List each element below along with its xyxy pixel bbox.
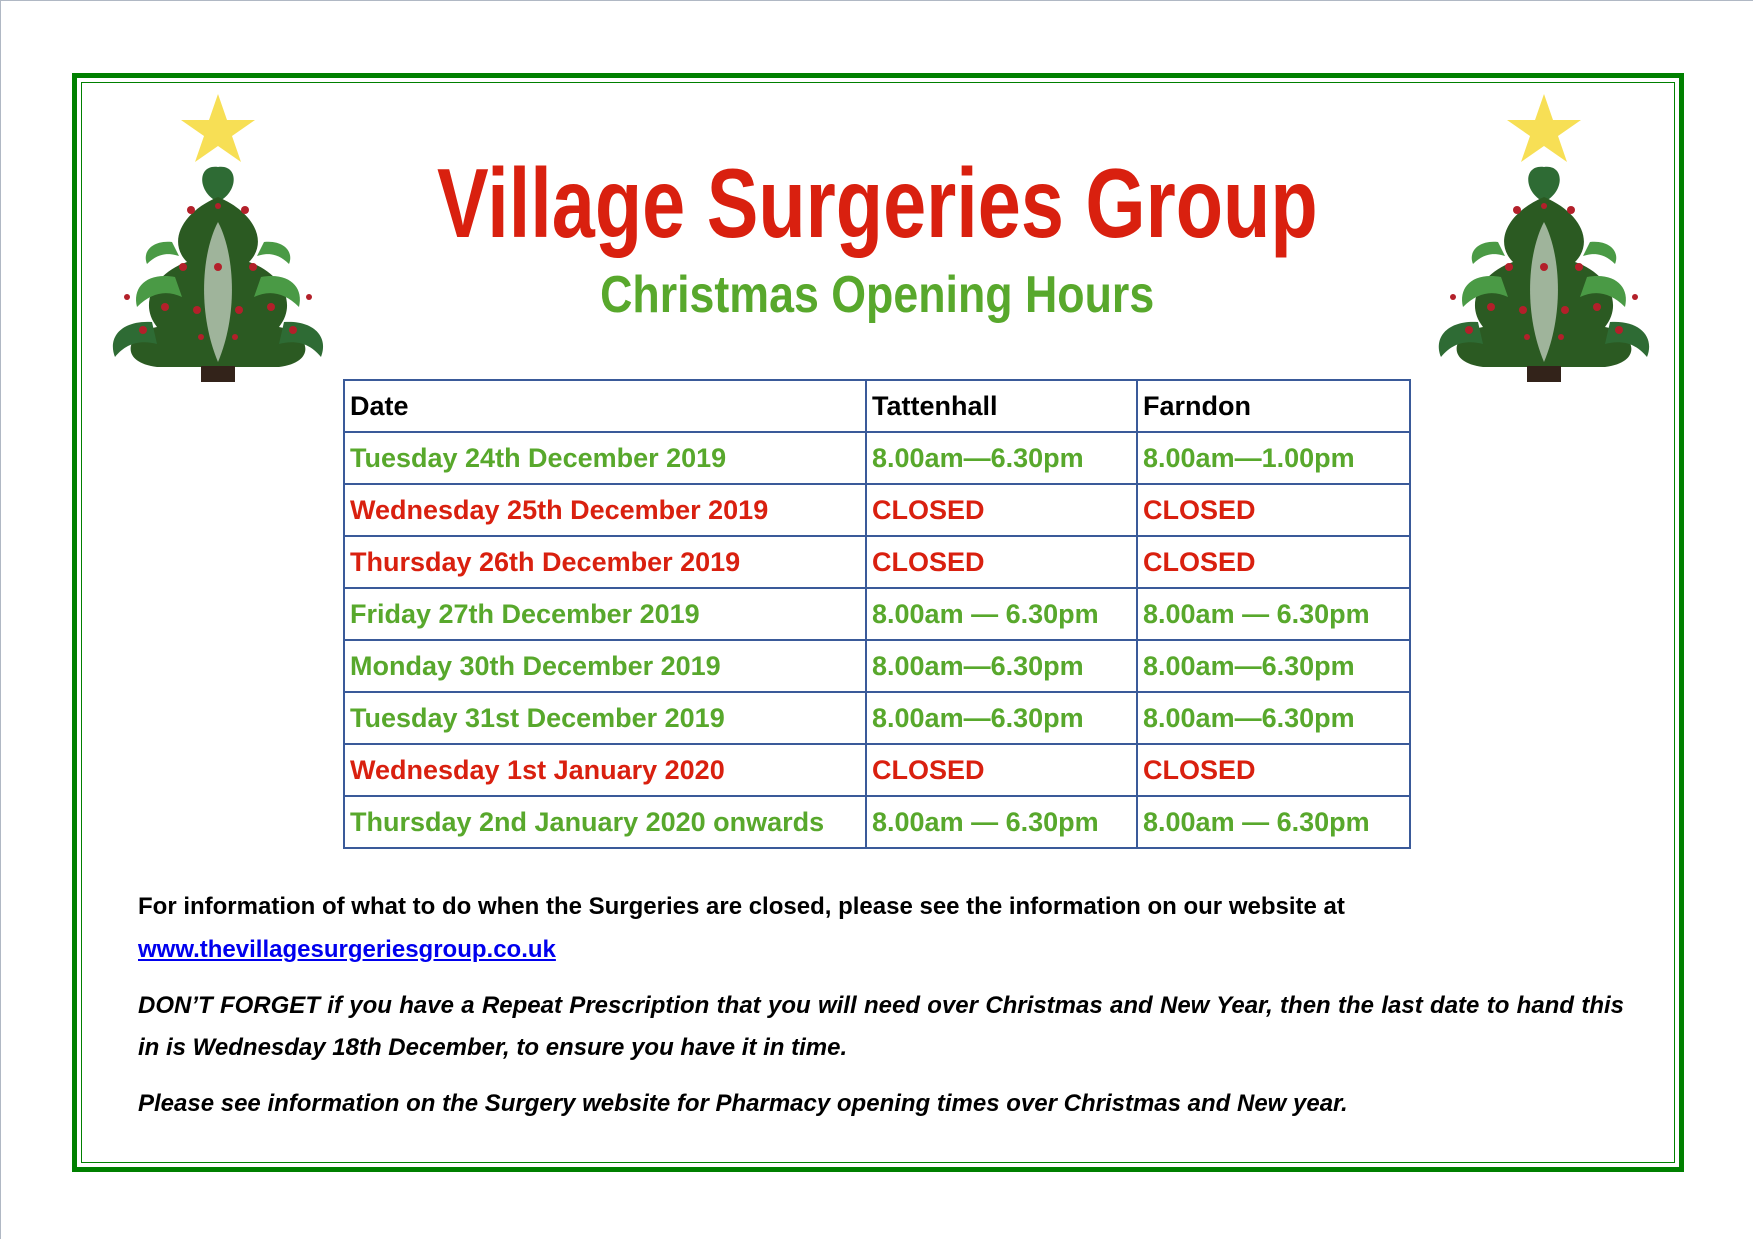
date-cell: Thursday 26th December 2019: [343, 535, 867, 589]
table-header-row: Date Tattenhall Farndon: [343, 379, 1411, 433]
column-header-date: Date: [343, 379, 867, 433]
date-cell: Friday 27th December 2019: [343, 587, 867, 641]
tattenhall-hours-cell: CLOSED: [865, 743, 1138, 797]
repeat-prescription-reminder: DON’T FORGET if you have a Repeat Prescr…: [138, 992, 1624, 1061]
date-cell: Thursday 2nd January 2020 onwards: [343, 795, 867, 849]
date-cell: Tuesday 24th December 2019: [343, 431, 867, 485]
table-row: Wednesday 1st January 2020 CLOSED CLOSED: [343, 743, 1411, 797]
tattenhall-hours-cell: 8.00am — 6.30pm: [865, 795, 1138, 849]
tattenhall-hours-cell: 8.00am—6.30pm: [865, 691, 1138, 745]
opening-hours-table: Date Tattenhall Farndon Tuesday 24th Dec…: [343, 379, 1411, 849]
closed-info-text: For information of what to do when the S…: [138, 893, 1345, 920]
date-cell: Wednesday 25th December 2019: [343, 483, 867, 537]
tattenhall-hours-cell: 8.00am—6.30pm: [865, 639, 1138, 693]
tattenhall-hours-cell: 8.00am — 6.30pm: [865, 587, 1138, 641]
farndon-hours-cell: CLOSED: [1136, 535, 1411, 589]
table-row: Monday 30th December 2019 8.00am—6.30pm 8.…: [343, 639, 1411, 693]
double-green-border: [72, 73, 1684, 1172]
pharmacy-info-text: Please see information on the Surgery we…: [138, 1090, 1348, 1117]
farndon-hours-cell: 8.00am — 6.30pm: [1136, 795, 1411, 849]
tattenhall-hours-cell: CLOSED: [865, 535, 1138, 589]
table-row: Wednesday 25th December 2019 CLOSED CLOSED: [343, 483, 1411, 537]
farndon-hours-cell: CLOSED: [1136, 483, 1411, 537]
farndon-hours-cell: 8.00am—6.30pm: [1136, 691, 1411, 745]
farndon-hours-cell: 8.00am—1.00pm: [1136, 431, 1411, 485]
table-row: Thursday 26th December 2019 CLOSED CLOSED: [343, 535, 1411, 589]
table-row: Tuesday 24th December 2019 8.00am—6.30pm 8…: [343, 431, 1411, 485]
table-row: Tuesday 31st December 2019 8.00am—6.30pm 8…: [343, 691, 1411, 745]
table-row: Friday 27th December 2019 8.00am — 6.30pm…: [343, 587, 1411, 641]
farndon-hours-cell: 8.00am — 6.30pm: [1136, 587, 1411, 641]
farndon-hours-cell: 8.00am—6.30pm: [1136, 639, 1411, 693]
page-title: Village Surgeries Group: [436, 148, 1318, 258]
date-cell: Monday 30th December 2019: [343, 639, 867, 693]
date-cell: Wednesday 1st January 2020: [343, 743, 867, 797]
website-link[interactable]: www.thevillagesurgeriesgroup.co.uk: [138, 936, 556, 963]
farndon-hours-cell: CLOSED: [1136, 743, 1411, 797]
tattenhall-hours-cell: 8.00am—6.30pm: [865, 431, 1138, 485]
column-header-tattenhall: Tattenhall: [865, 379, 1138, 433]
tattenhall-hours-cell: CLOSED: [865, 483, 1138, 537]
column-header-farndon: Farndon: [1136, 379, 1411, 433]
page-subtitle: Christmas Opening Hours: [599, 266, 1155, 324]
date-cell: Tuesday 31st December 2019: [343, 691, 867, 745]
table-row: Thursday 2nd January 2020 onwards 8.00am …: [343, 795, 1411, 849]
